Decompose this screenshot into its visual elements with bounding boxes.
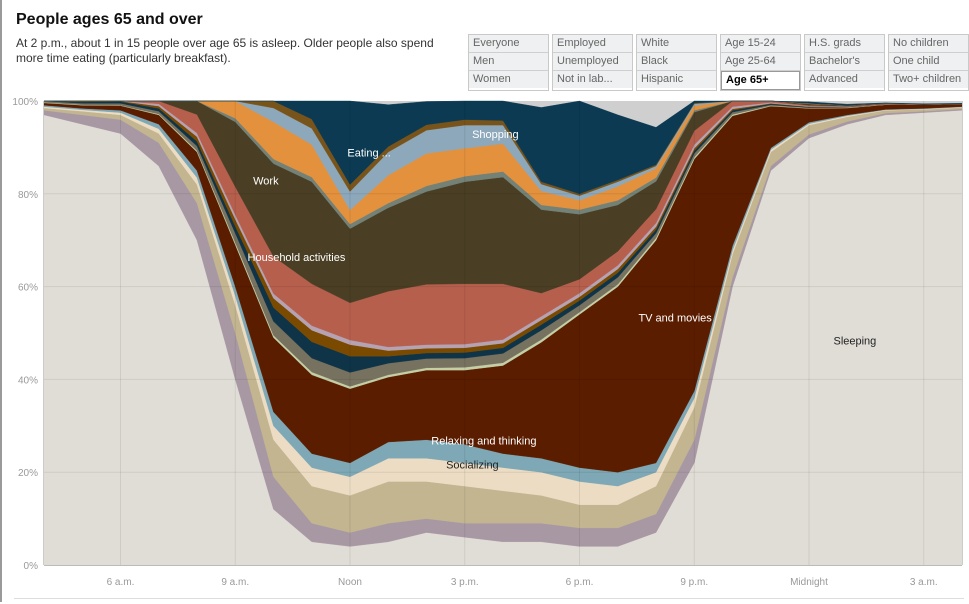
label-eating-and-drinking: Eating ... <box>347 148 390 160</box>
filter-hs-grads[interactable]: H.S. grads <box>805 35 884 53</box>
filter-unemployed[interactable]: Unemployed <box>553 53 632 71</box>
y-tick-label: 20% <box>18 468 38 479</box>
bottom-divider <box>14 598 964 599</box>
filter-black[interactable]: Black <box>637 53 716 71</box>
filter-age-25-64[interactable]: Age 25-64 <box>721 53 800 71</box>
label-socializing: Socializing <box>446 459 499 471</box>
x-tick-label: 3 a.m. <box>910 577 938 588</box>
filter-group-education: H.S. grads Bachelor's Advanced <box>804 34 885 91</box>
filter-white[interactable]: White <box>637 35 716 53</box>
filter-advanced[interactable]: Advanced <box>805 71 884 88</box>
x-tick-label: Noon <box>338 577 362 588</box>
filter-group-employment: Employed Unemployed Not in lab... <box>552 34 633 91</box>
filter-one-child[interactable]: One child <box>889 53 968 71</box>
y-tick-label: 100% <box>12 97 38 108</box>
y-tick-label: 40% <box>18 375 38 386</box>
demographic-filters: Everyone Men Women Employed Unemployed N… <box>468 34 969 91</box>
filter-no-children[interactable]: No children <box>889 35 968 53</box>
filter-group-gender: Everyone Men Women <box>468 34 549 91</box>
filter-not-in-labor-force[interactable]: Not in lab... <box>553 71 632 88</box>
x-tick-label: 6 a.m. <box>107 577 135 588</box>
x-tick-label: Midnight <box>790 577 828 588</box>
filter-group-age: Age 15-24 Age 25-64 Age 65+ <box>720 34 801 91</box>
area-layers <box>43 100 963 566</box>
x-tick-label: 9 a.m. <box>221 577 249 588</box>
label-sleeping: Sleeping <box>833 336 876 348</box>
filter-hispanic[interactable]: Hispanic <box>637 71 716 88</box>
label-tv-and-movies: TV and movies <box>638 312 712 324</box>
filter-women[interactable]: Women <box>469 71 548 88</box>
filter-age-15-24[interactable]: Age 15-24 <box>721 35 800 53</box>
gridlines <box>44 101 962 565</box>
filter-two-plus-children[interactable]: Two+ children <box>889 71 968 88</box>
y-tick-label: 60% <box>18 283 38 294</box>
label-shopping: Shopping <box>472 129 519 141</box>
x-tick-label: 9 p.m. <box>680 577 708 588</box>
filter-men[interactable]: Men <box>469 53 548 71</box>
filter-everyone[interactable]: Everyone <box>469 35 548 53</box>
series-labels: Eating ... Shopping Work Household activiti… <box>248 129 877 471</box>
x-tick-label: 6 p.m. <box>566 577 594 588</box>
label-relaxing-and-thinking: Relaxing and thinking <box>431 435 536 447</box>
page-subtitle: At 2 p.m., about 1 in 15 people over age… <box>16 36 434 65</box>
filter-employed[interactable]: Employed <box>553 35 632 53</box>
label-household-activities: Household activities <box>248 252 346 264</box>
filter-bachelors[interactable]: Bachelor's <box>805 53 884 71</box>
filter-age-65-plus[interactable]: Age 65+ <box>721 71 800 90</box>
y-tick-label: 80% <box>18 190 38 201</box>
y-tick-label: 0% <box>24 561 39 572</box>
filter-group-race: White Black Hispanic <box>636 34 717 91</box>
filter-group-children: No children One child Two+ children <box>888 34 969 91</box>
page-title: People ages 65 and over <box>16 11 203 28</box>
label-work: Work <box>253 176 279 188</box>
x-tick-label: 3 p.m. <box>451 577 479 588</box>
axes: 0% 20% 40% 60% 80% 100% 6 a.m. 9 a.m. Noon 3 p.m.… <box>12 97 963 588</box>
